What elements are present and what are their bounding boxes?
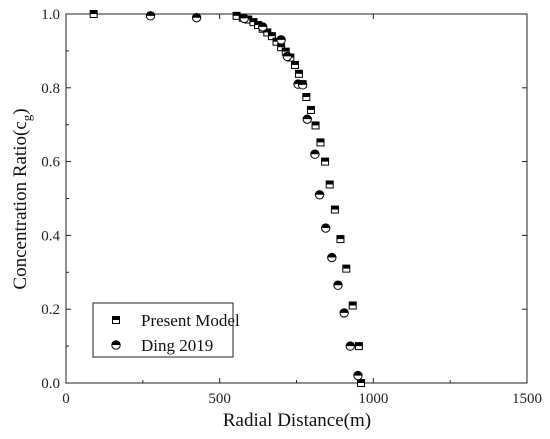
point-present-model [290,60,299,69]
point-ding-2019 [297,80,308,90]
y-tick-label: 0.8 [41,81,60,97]
point-present-model [267,32,276,41]
x-tick-label: 1000 [358,391,388,407]
point-ding-2019 [276,35,286,45]
point-present-model [354,342,363,351]
point-ding-2019 [145,11,156,21]
axis-ticks [65,13,528,384]
point-ding-2019 [327,252,337,263]
point-present-model [348,301,357,310]
point-ding-2019 [302,114,312,124]
point-ding-2019 [191,12,202,23]
point-ding-2019 [353,370,363,381]
point-present-model [89,10,98,18]
y-tick-label: 0.6 [41,155,60,171]
x-axis-title: Radial Distance(m) [223,410,371,431]
y-tick-label: 0.0 [41,376,60,392]
x-tick-label: 0 [62,391,70,407]
x-tick-label: 500 [208,391,231,407]
point-present-model [330,205,339,214]
point-ding-2019 [282,51,292,62]
point-ding-2019 [333,280,343,290]
x-tick-label: 1500 [512,391,542,407]
y-tick-label: 0.4 [41,228,60,244]
point-present-model [311,121,320,130]
legend: Present Model Ding 2019 [92,302,240,358]
point-present-model [294,69,303,78]
point-present-model [316,138,325,147]
legend-label-present-model: Present Model [141,311,240,330]
point-present-model [321,157,330,166]
point-ding-2019 [239,13,249,24]
point-ding-2019 [320,223,331,233]
legend-marker-ding-2019 [111,340,121,350]
x-tick-labels: 0 500 1000 1500 [62,391,542,407]
point-present-model [336,235,345,244]
point-ding-2019 [339,308,349,318]
legend-marker-present-model [112,316,120,324]
data-points [89,10,366,387]
point-ding-2019 [310,149,320,159]
point-present-model [302,93,311,102]
point-present-model [306,105,315,114]
y-tick-label: 1.0 [41,7,60,23]
y-tick-labels: 0.0 0.2 0.4 0.6 0.8 1.0 [41,7,60,392]
point-present-model [342,264,351,273]
y-tick-label: 0.2 [41,302,60,318]
point-ding-2019 [314,190,325,200]
point-present-model [325,180,334,189]
point-present-model [357,379,366,387]
point-ding-2019 [345,341,355,351]
y-axis-title: Concentration Ratio(cg) [10,108,34,289]
point-ding-2019 [257,22,268,32]
legend-label-ding-2019: Ding 2019 [141,336,213,355]
